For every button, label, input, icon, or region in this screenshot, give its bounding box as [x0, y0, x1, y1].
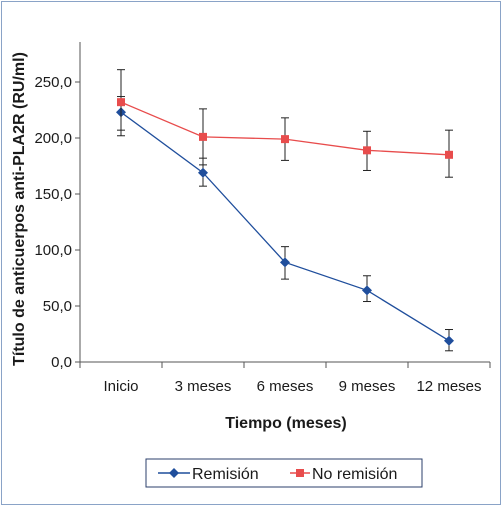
data-point [445, 150, 453, 159]
x-tick-label: 3 meses [175, 378, 232, 395]
legend-remision-label: Remisión [192, 466, 259, 483]
y-tick-label: 100,0 [34, 242, 72, 259]
data-point [444, 335, 454, 346]
y-tick-label: 200,0 [34, 130, 72, 147]
x-ticks: Inicio 3 meses 6 meses 9 meses 12 meses [79, 362, 491, 395]
legend-box [145, 458, 423, 488]
data-point [117, 98, 125, 107]
y-tick-label: 150,0 [34, 186, 72, 203]
x-tick-label: 12 meses [416, 378, 481, 395]
axes [79, 42, 490, 363]
data-point [280, 257, 290, 268]
data-point [362, 285, 372, 296]
x-tick-label: 9 meses [339, 378, 396, 395]
y-ticks: 0,0 50,0 100,0 150,0 200,0 250,0 [34, 74, 80, 371]
x-tick-label: 6 meses [257, 378, 314, 395]
data-point [281, 135, 289, 144]
y-axis-label: Título de anticuerpos anti-PLA2R (RU/ml) [11, 52, 28, 366]
y-tick-label: 250,0 [34, 74, 72, 91]
y-tick-label: 50,0 [43, 298, 72, 315]
y-tick-label: 0,0 [51, 354, 72, 371]
x-tick-label: Inicio [103, 378, 138, 395]
data-point [198, 167, 208, 178]
series-layer [116, 69, 454, 352]
legend-no-remision-marker [296, 469, 304, 477]
legend-remision-marker [169, 468, 179, 478]
x-axis-label: Tiempo (meses) [225, 415, 347, 432]
data-point [199, 132, 207, 141]
series-no-remision [117, 69, 453, 178]
legend-no-remision-label: No remisión [312, 466, 397, 483]
legend: Remisión No remisión [145, 458, 423, 488]
data-point [363, 146, 371, 155]
